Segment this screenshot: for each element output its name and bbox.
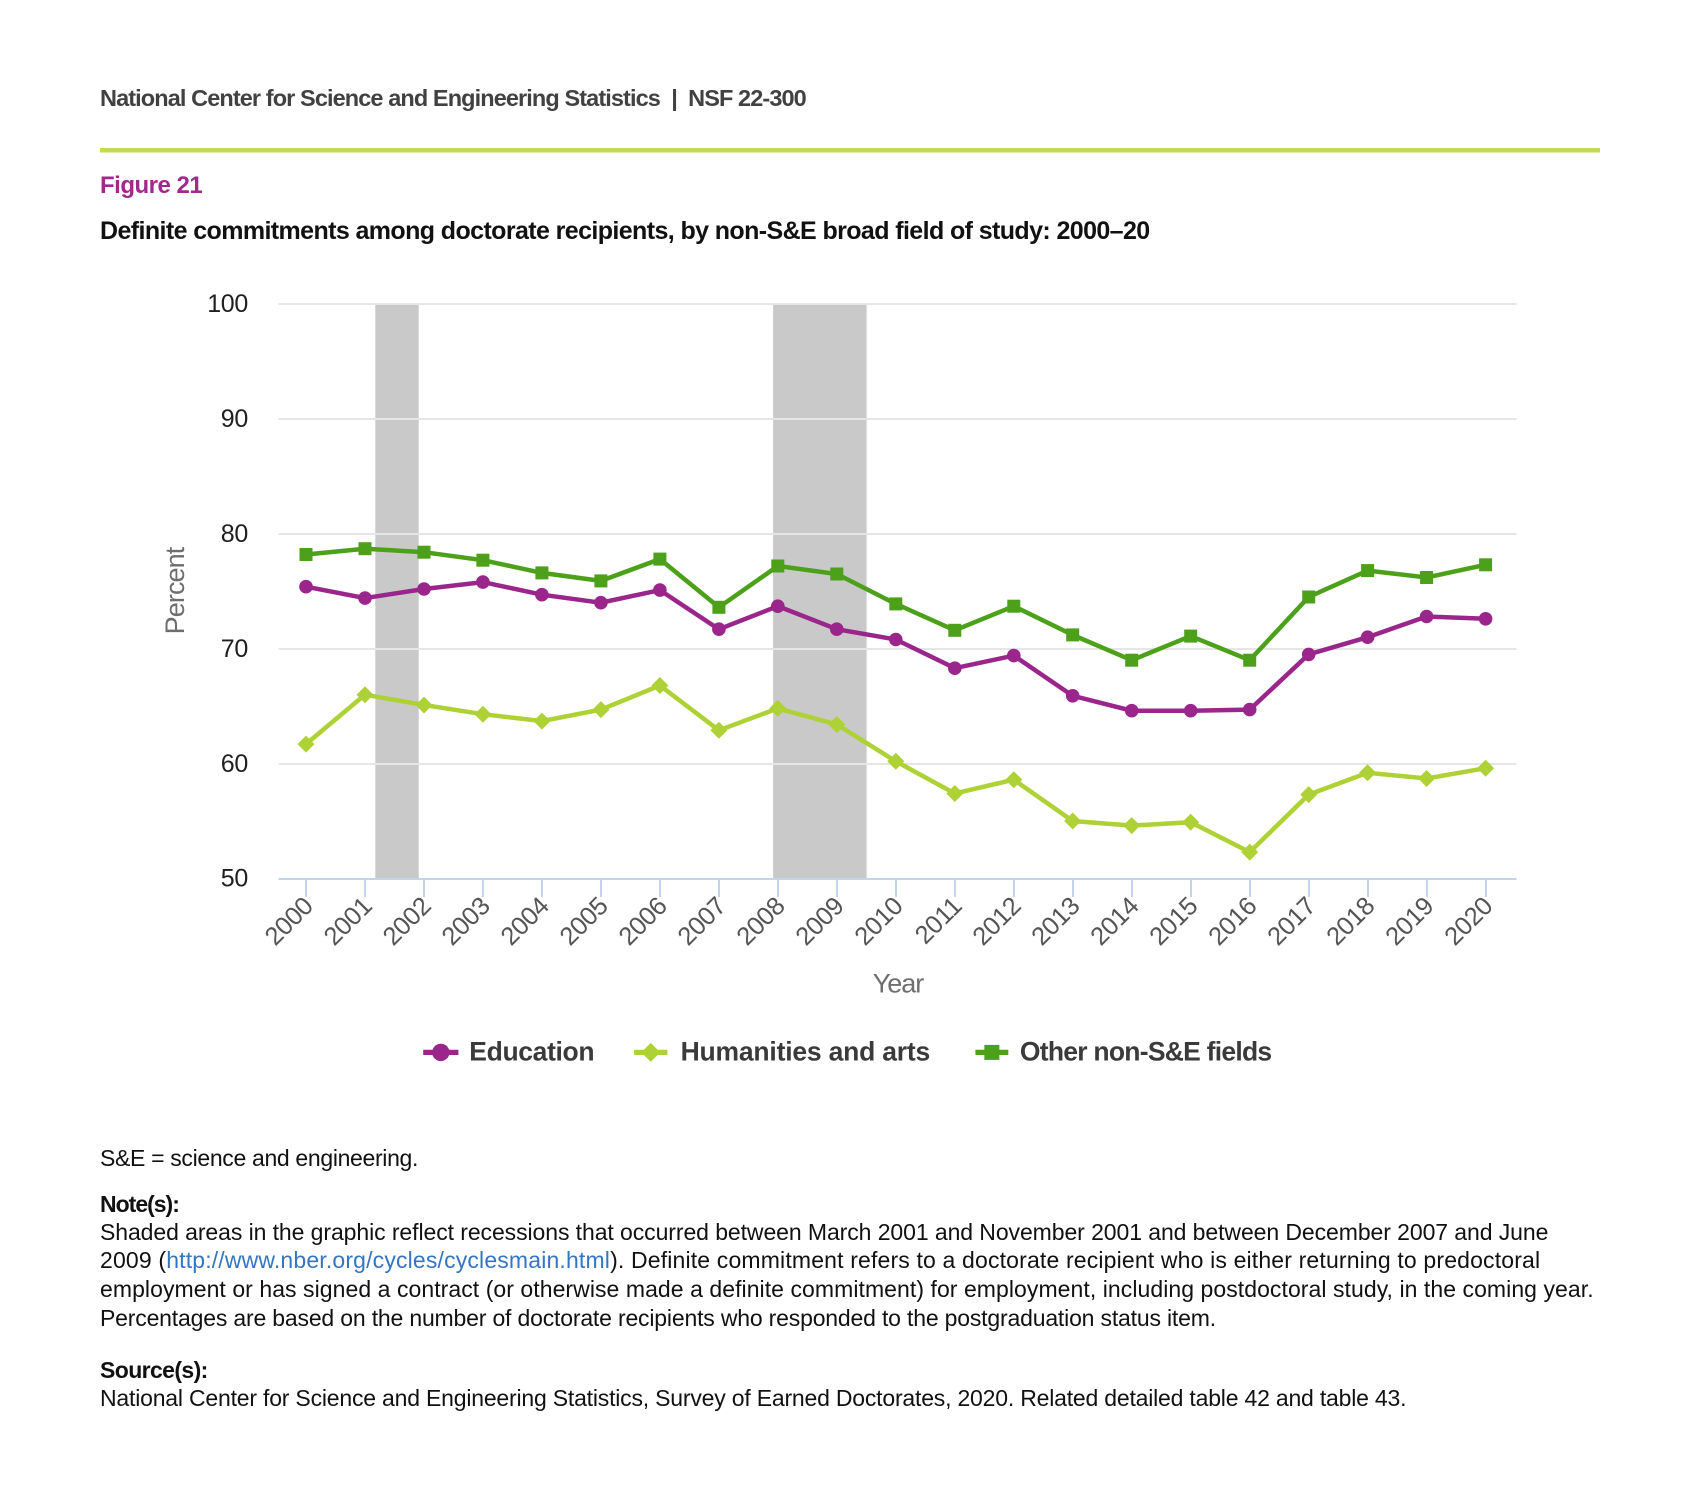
svg-text:Source(s):: Source(s):	[100, 1357, 208, 1383]
svg-text:National Center for Science an: National Center for Science and Engineer…	[100, 1385, 1406, 1411]
svg-text:Shaded areas in the graphic re: Shaded areas in the graphic reflect rece…	[100, 1219, 1548, 1245]
svg-text:100: 100	[207, 290, 248, 318]
svg-text:Figure 21: Figure 21	[100, 172, 202, 199]
svg-text:employment or has signed a con: employment or has signed a contract (or …	[100, 1276, 1594, 1302]
svg-text:70: 70	[221, 635, 248, 663]
svg-text:Percent: Percent	[160, 546, 190, 634]
svg-text:50: 50	[221, 865, 248, 893]
svg-text:Note(s):: Note(s):	[100, 1191, 179, 1217]
svg-text:National Center for Science an: National Center for Science and Engineer…	[100, 85, 807, 111]
svg-text:S&E = science and engineering.: S&E = science and engineering.	[100, 1145, 418, 1171]
svg-text:Humanities and arts: Humanities and arts	[681, 1037, 931, 1067]
svg-text:Year: Year	[873, 968, 925, 998]
svg-text:Other non-S&E fields: Other non-S&E fields	[1020, 1037, 1272, 1067]
svg-text:2009 (http://www.nber.org/cycl: 2009 (http://www.nber.org/cycles/cyclesm…	[100, 1247, 1540, 1273]
svg-text:Education: Education	[469, 1037, 594, 1067]
svg-text:80: 80	[221, 520, 248, 548]
svg-text:Definite commitments among doc: Definite commitments among doctorate rec…	[100, 217, 1150, 245]
svg-text:60: 60	[221, 750, 248, 778]
svg-text:Percentages are based on the n: Percentages are based on the number of d…	[100, 1305, 1216, 1331]
svg-text:90: 90	[221, 405, 248, 433]
